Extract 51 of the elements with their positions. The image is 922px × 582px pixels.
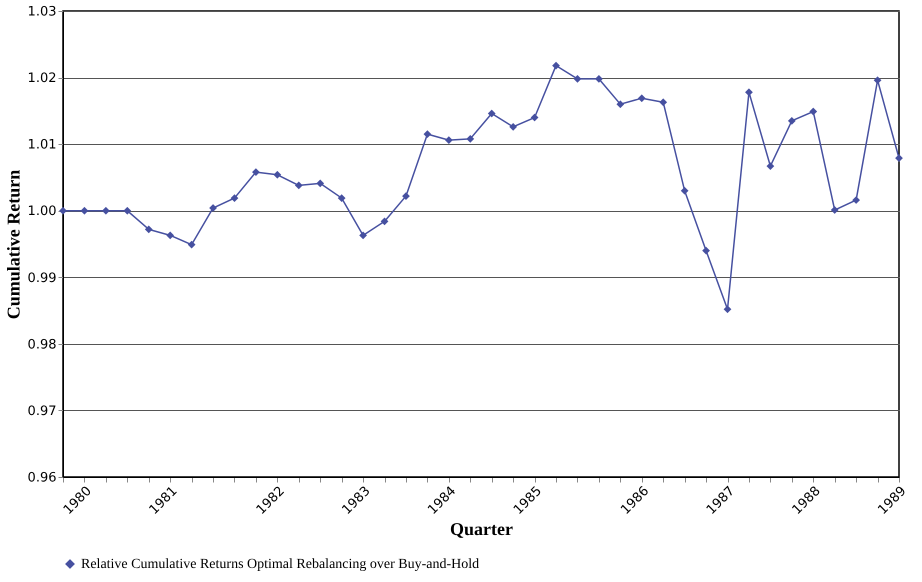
point — [616, 100, 624, 108]
y-tick-label: 0.98 — [28, 337, 56, 352]
point — [702, 246, 710, 255]
y-tick-label: 0.99 — [28, 270, 56, 286]
y-tick-label: 1.00 — [28, 204, 56, 220]
y-tick-label: 0.97 — [28, 404, 56, 419]
y-tick-label: 1.02 — [28, 71, 56, 86]
point — [166, 231, 174, 240]
point — [680, 186, 689, 195]
point — [488, 110, 496, 118]
point — [380, 217, 388, 226]
point — [273, 170, 282, 179]
point — [788, 116, 796, 125]
point — [316, 180, 324, 188]
point — [852, 196, 860, 204]
point — [444, 136, 453, 144]
point — [745, 88, 753, 96]
point — [809, 108, 818, 116]
point — [144, 225, 153, 234]
point — [59, 206, 67, 215]
legend-label: Relative Cumulative Returns Optimal Rebalancing over Buy-and-Hold — [81, 557, 480, 572]
point — [874, 76, 882, 84]
point — [80, 206, 88, 215]
y-tick-label: 1.01 — [28, 138, 56, 153]
point — [659, 98, 668, 106]
point — [509, 122, 518, 131]
point — [102, 206, 110, 215]
point — [830, 206, 839, 214]
point — [466, 134, 474, 143]
point — [552, 62, 560, 70]
point — [574, 75, 582, 83]
point — [424, 130, 432, 138]
y-tick-label: 0.96 — [28, 470, 56, 486]
y-axis-title: Cumulative Return — [4, 170, 24, 320]
point — [294, 182, 303, 190]
point — [638, 94, 646, 102]
x-axis-title: Quarter — [450, 519, 513, 540]
point — [402, 192, 410, 200]
point — [359, 231, 367, 240]
point — [123, 206, 132, 215]
point — [230, 194, 238, 202]
point — [595, 75, 603, 83]
point — [252, 168, 260, 176]
point — [338, 194, 346, 202]
point — [188, 240, 196, 249]
y-tick-label: 1.03 — [28, 4, 56, 20]
point — [209, 204, 217, 212]
point — [895, 154, 903, 162]
point — [530, 114, 538, 122]
point — [724, 305, 732, 314]
point — [766, 162, 774, 170]
